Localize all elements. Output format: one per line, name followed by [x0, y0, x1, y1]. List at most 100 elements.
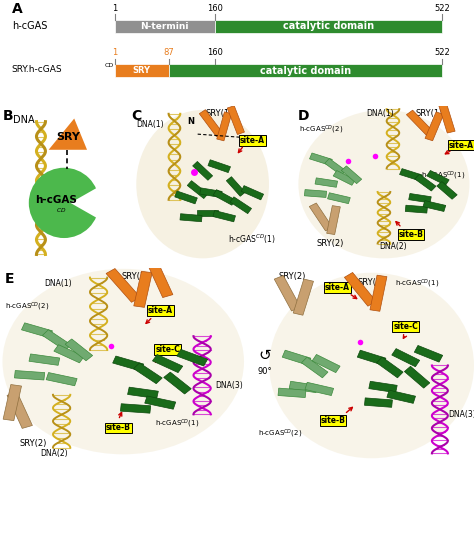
Bar: [115, 20, 215, 33]
Text: site-B: site-B: [320, 416, 346, 425]
Polygon shape: [113, 356, 144, 371]
Polygon shape: [404, 366, 430, 388]
Polygon shape: [439, 104, 455, 133]
Polygon shape: [406, 110, 434, 136]
Polygon shape: [46, 373, 77, 386]
Polygon shape: [227, 105, 245, 134]
Polygon shape: [289, 381, 318, 393]
Text: h-cGAS$^{CD}$(1): h-cGAS$^{CD}$(1): [395, 277, 439, 290]
Polygon shape: [227, 177, 245, 196]
Polygon shape: [208, 160, 230, 172]
Text: h-cGAS$^{CD}$(1): h-cGAS$^{CD}$(1): [228, 232, 276, 246]
Text: DNA(2): DNA(2): [379, 242, 407, 251]
Polygon shape: [315, 178, 337, 187]
Polygon shape: [309, 203, 333, 231]
Ellipse shape: [299, 110, 469, 258]
Polygon shape: [213, 190, 235, 205]
Polygon shape: [106, 268, 140, 302]
Polygon shape: [415, 174, 436, 191]
Polygon shape: [7, 392, 32, 429]
Text: $^{CD}$: $^{CD}$: [56, 208, 67, 217]
Text: SRY.h-cGAS: SRY.h-cGAS: [12, 65, 63, 74]
Text: SRY(1): SRY(1): [415, 109, 443, 118]
Polygon shape: [312, 354, 340, 373]
Polygon shape: [400, 169, 422, 181]
Polygon shape: [134, 363, 162, 384]
Text: DNA(3): DNA(3): [449, 410, 474, 419]
Ellipse shape: [29, 168, 99, 238]
Polygon shape: [145, 396, 176, 409]
Text: site-B: site-B: [399, 230, 423, 239]
Polygon shape: [357, 350, 386, 365]
Text: N: N: [188, 117, 194, 126]
Polygon shape: [345, 272, 376, 306]
Text: DNA(2): DNA(2): [40, 449, 68, 458]
Wedge shape: [71, 184, 106, 222]
Text: SRY(1): SRY(1): [122, 272, 149, 281]
Polygon shape: [175, 191, 197, 204]
Polygon shape: [387, 390, 416, 403]
Ellipse shape: [2, 269, 244, 454]
Polygon shape: [49, 118, 87, 150]
Polygon shape: [213, 210, 236, 222]
Polygon shape: [241, 186, 264, 200]
Text: site-A: site-A: [240, 136, 265, 145]
Polygon shape: [164, 372, 191, 394]
Text: SRY(2): SRY(2): [278, 272, 306, 281]
Polygon shape: [427, 171, 449, 185]
Text: SRY(1): SRY(1): [358, 277, 385, 287]
Text: 90°: 90°: [257, 367, 272, 376]
Polygon shape: [310, 153, 332, 165]
Bar: [115, 64, 169, 78]
Polygon shape: [128, 387, 158, 398]
Bar: [169, 64, 442, 78]
Polygon shape: [54, 345, 84, 363]
Text: h-cGAS: h-cGAS: [12, 21, 47, 31]
Text: SRY(2): SRY(2): [20, 439, 47, 448]
Polygon shape: [230, 197, 252, 214]
Text: DNA(3): DNA(3): [215, 381, 243, 389]
Text: D: D: [298, 109, 309, 123]
Text: 160: 160: [207, 4, 222, 13]
Text: DNA(1): DNA(1): [366, 109, 393, 118]
Text: SRY: SRY: [56, 132, 80, 142]
Polygon shape: [3, 384, 21, 421]
Polygon shape: [147, 262, 173, 297]
Text: h-cGAS$^{CD}$(2): h-cGAS$^{CD}$(2): [258, 427, 303, 440]
Text: DNA(1): DNA(1): [137, 121, 164, 129]
Bar: [215, 20, 442, 33]
Polygon shape: [376, 357, 403, 378]
Text: h-cGAS$^{CD}$(1): h-cGAS$^{CD}$(1): [421, 170, 465, 182]
Polygon shape: [341, 166, 362, 184]
Polygon shape: [14, 371, 45, 380]
Polygon shape: [274, 276, 301, 311]
Polygon shape: [425, 112, 444, 141]
Polygon shape: [200, 188, 222, 198]
Polygon shape: [134, 271, 152, 307]
Ellipse shape: [269, 273, 474, 458]
Polygon shape: [192, 161, 213, 180]
Polygon shape: [327, 205, 340, 234]
Polygon shape: [409, 194, 431, 203]
Ellipse shape: [136, 110, 269, 258]
Polygon shape: [199, 110, 223, 137]
Text: site-A: site-A: [325, 283, 350, 292]
Text: catalytic domain: catalytic domain: [260, 66, 351, 76]
Text: DNA(1): DNA(1): [45, 279, 72, 288]
Polygon shape: [369, 381, 397, 393]
Text: N-termini: N-termini: [140, 22, 189, 31]
Polygon shape: [282, 350, 311, 365]
Text: A: A: [12, 2, 22, 16]
Polygon shape: [153, 354, 183, 373]
Polygon shape: [437, 181, 457, 199]
Text: 522: 522: [434, 4, 450, 13]
Polygon shape: [278, 388, 306, 397]
Text: 160: 160: [207, 49, 222, 57]
Polygon shape: [197, 210, 219, 216]
Polygon shape: [405, 205, 428, 213]
Text: site-C: site-C: [155, 345, 180, 354]
Polygon shape: [65, 339, 92, 361]
Text: DNA: DNA: [13, 116, 35, 126]
Polygon shape: [177, 349, 208, 366]
Polygon shape: [293, 279, 313, 315]
